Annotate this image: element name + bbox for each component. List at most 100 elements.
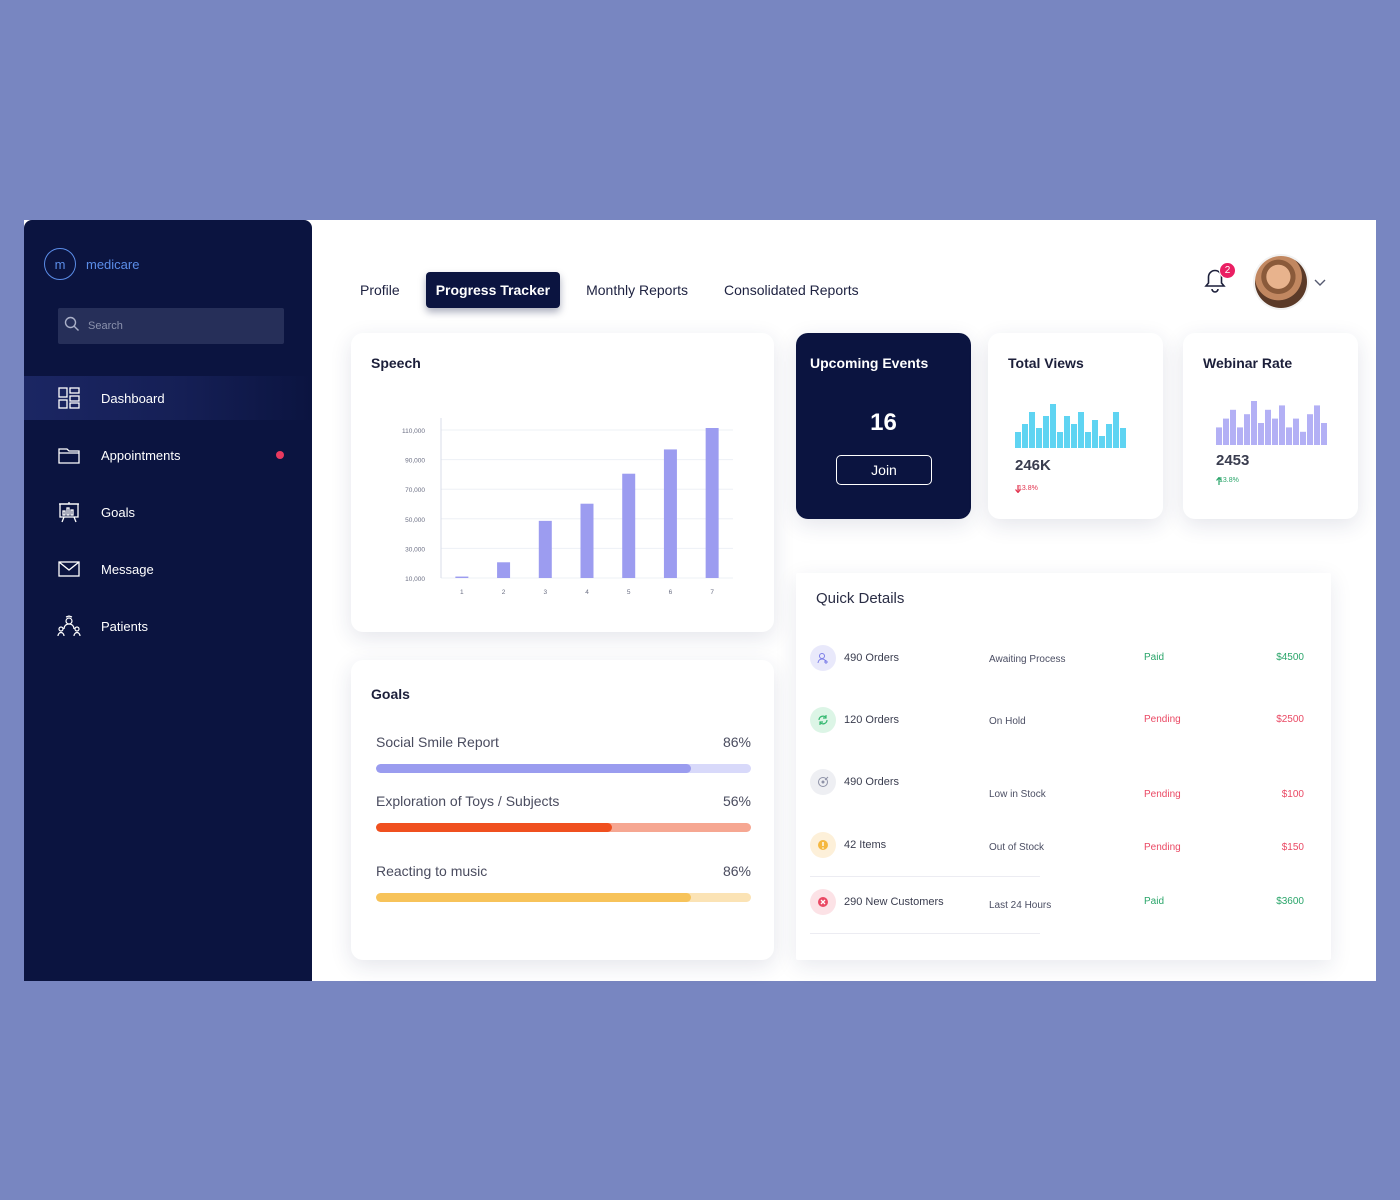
spark-bar [1092,420,1098,448]
close-circle-icon [810,889,836,915]
search-input[interactable] [88,320,268,332]
quick-details-card: Quick Details 490 Orders Awaiting Process… [796,573,1331,960]
sidebar-item-label: Patients [101,618,148,634]
folder-icon [57,443,81,467]
row-status: Awaiting Process [989,654,1066,665]
spark-bar [1300,431,1306,445]
row-status: Last 24 Hours [989,900,1052,911]
target-icon [810,769,836,795]
card-title: Webinar Rate [1203,355,1293,371]
row-amount: $3600 [1276,896,1304,907]
presentation-chart-icon [57,500,81,524]
quick-details-row[interactable]: 42 Items Out of Stock Pending $150 [810,832,1320,872]
search-box[interactable] [58,308,284,344]
spark-bar [1078,412,1084,448]
quick-details-row[interactable]: 290 New Customers Last 24 Hours Paid $3600 [810,889,1320,929]
quick-details-row[interactable]: 490 Orders Low in Stock Pending $100 [810,769,1320,809]
goal-progress-bar [376,823,751,832]
sidebar-item-patients[interactable]: Patients [24,604,312,648]
spark-bar [1106,424,1112,448]
dashboard-grid-icon [57,386,81,410]
warning-icon [810,832,836,858]
row-status: Low in Stock [989,789,1046,800]
bar [538,520,552,578]
webinar-rate-sparkbars [1216,401,1327,445]
goal-label: Reacting to music [376,863,488,879]
quick-details-row[interactable]: 120 Orders On Hold Pending $2500 [810,707,1320,747]
goal-progress-fill [376,893,691,902]
app-window: m medicare Dashboard Appointments [24,220,1376,981]
webinar-rate-card: Webinar Rate 2453 13.8% [1183,333,1358,519]
card-title: Upcoming Events [810,355,929,371]
sidebar: m medicare Dashboard Appointments [24,220,312,981]
tab-profile[interactable]: Profile [360,282,400,298]
row-divider [810,876,1040,877]
spark-bar [1237,427,1243,445]
total-views-card: Total Views 246K 13.8% [988,333,1163,519]
brand-name: medicare [86,256,140,272]
sidebar-item-dashboard[interactable]: Dashboard [24,376,312,420]
chevron-down-icon[interactable] [1312,274,1328,290]
goal-item: Social Smile Report 86% [376,734,751,773]
spark-bar [1307,414,1313,445]
spark-bar [1015,432,1021,448]
row-name: 120 Orders [844,714,900,726]
goal-percent: 86% [722,734,751,750]
x-tick-label: 1 [460,589,464,596]
bar [705,428,719,578]
row-name: 290 New Customers [844,896,944,908]
payment-status: Paid [1144,652,1165,663]
avatar[interactable] [1255,256,1307,308]
row-amount: $2500 [1276,714,1304,725]
bar [455,576,469,578]
bar [663,449,677,578]
spark-bar [1223,418,1229,445]
people-group-icon [57,614,81,638]
delta-text: 13.8% [1219,477,1239,484]
goal-percent: 86% [722,863,751,879]
tab-consolidated-reports[interactable]: Consolidated Reports [724,282,859,298]
y-tick-label: 90,000 [405,458,425,465]
goal-progress-fill [376,764,691,773]
delta-text: 13.8% [1018,485,1038,492]
payment-status: Paid [1144,896,1165,907]
tab-progress-tracker[interactable]: Progress Tracker [425,272,561,308]
y-tick-label: 10,000 [405,576,425,583]
tab-monthly-reports[interactable]: Monthly Reports [586,282,689,298]
search-icon [64,316,80,337]
x-tick-label: 4 [585,589,589,596]
x-tick-label: 7 [710,589,714,596]
sidebar-item-appointments[interactable]: Appointments [24,433,312,477]
quick-details-row[interactable]: 490 Orders Awaiting Process Paid $4500 [810,645,1320,685]
sidebar-item-label: Appointments [101,447,181,463]
row-amount: $150 [1281,842,1304,853]
spark-bar [1036,428,1042,448]
bar [622,473,636,578]
notification-count-badge: 2 [1219,262,1236,279]
join-button[interactable]: Join [836,455,932,485]
row-status: On Hold [989,716,1026,727]
y-tick-label: 110,000 [402,428,425,435]
webinar-rate-value: 2453 [1216,452,1250,469]
goals-card: Goals Social Smile Report 86% Exploratio… [351,660,774,960]
logo-mark: m [44,248,76,280]
sidebar-item-goals[interactable]: Goals [24,490,312,534]
brand-logo[interactable]: m medicare [44,248,139,280]
envelope-icon [57,557,81,581]
spark-bar [1286,427,1292,445]
spark-bar [1314,405,1320,445]
goal-item: Exploration of Toys / Subjects 56% [376,793,751,832]
row-name: 490 Orders [844,776,900,788]
spark-bar [1230,409,1236,445]
sidebar-item-message[interactable]: Message [24,547,312,591]
card-title: Goals [371,686,410,702]
payment-status: Pending [1144,842,1181,853]
total-views-value: 246K [1015,457,1051,474]
spark-bar [1244,414,1250,445]
payment-status: Pending [1144,789,1181,800]
notifications-button[interactable]: 2 [1200,262,1236,296]
webinar-rate-delta: 13.8% [1216,477,1239,485]
row-name: 490 Orders [844,652,900,664]
row-amount: $4500 [1276,652,1304,663]
card-title: Quick Details [816,590,905,607]
